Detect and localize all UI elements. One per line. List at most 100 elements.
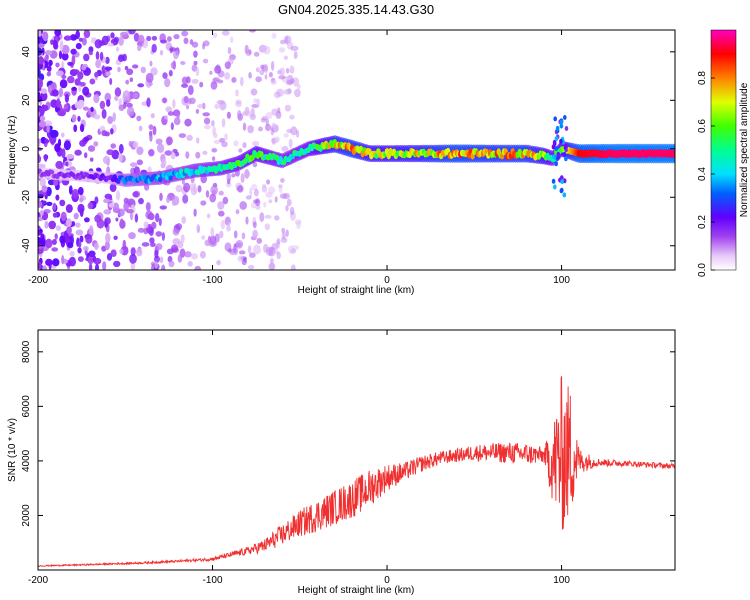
spectrogram-noise-blob: [251, 184, 258, 191]
spectrogram-noise-blob: [256, 237, 263, 244]
spectrogram-noise-blob: [110, 143, 116, 149]
spectrogram-noise-blob: [216, 260, 221, 266]
spectrogram-noise-blob: [265, 118, 269, 126]
snr-x-axis: -200 -100 0 100: [28, 330, 570, 586]
spectrogram-noise-blob: [193, 50, 198, 58]
spectrogram-noise-blob: [123, 201, 129, 212]
spectrogram-noise-blob: [281, 232, 286, 240]
spectrogram-noise-blob: [184, 251, 192, 258]
spectrogram-noise-blob: [250, 88, 258, 96]
colorbar-tick-label: 0.2: [697, 215, 708, 229]
spectrogram-noise-blob: [237, 110, 242, 119]
spectrogram-noise-blob: [75, 30, 80, 40]
spectrogram-noise-blob: [105, 71, 111, 77]
spectrogram-noise-blob: [281, 227, 286, 234]
spectrogram-noise-blob: [253, 51, 260, 57]
y-tick-label: -40: [21, 238, 32, 253]
x-tick-label: -100: [203, 275, 223, 286]
spectrogram-noise-blob: [44, 120, 53, 127]
spectrogram-noise-blob: [136, 248, 143, 257]
spectrogram-noise-blob: [247, 125, 254, 134]
spectrogram-noise-blob: [161, 158, 167, 167]
spectrogram-noise-blob: [104, 240, 110, 251]
spectrogram-spike-cell: [559, 123, 564, 129]
spectrogram-noise-blob: [269, 258, 274, 265]
y-tick-label: 4000: [21, 449, 32, 472]
spectrogram-noise-blob: [245, 216, 249, 225]
spectrogram-noise-blob: [93, 114, 101, 120]
spectrogram-noise-blob: [106, 253, 113, 261]
spectrogram-noise-blob: [126, 209, 134, 214]
spectrogram-noise-blob: [119, 248, 124, 254]
spectrogram-noise-blob: [297, 84, 301, 90]
spectrogram-noise-blob: [240, 173, 245, 184]
spectrogram-noise-blob: [171, 200, 177, 206]
spectrogram-noise-blob: [71, 188, 79, 199]
spectrogram-noise-blob: [54, 233, 58, 240]
spectrogram-ridge-cell: [38, 168, 42, 174]
spectrogram-noise-blob: [136, 146, 144, 155]
spectrogram-noise-blob: [161, 232, 165, 241]
colorbar-gradient: [711, 30, 736, 270]
spectrogram-noise-blob: [79, 99, 85, 108]
spectrogram-noise-blob: [268, 246, 276, 257]
spectrogram-noise-blob: [129, 253, 137, 264]
spectrogram-noise-blob: [266, 179, 271, 185]
spectrogram-noise-blob: [38, 120, 47, 128]
spectrogram-noise-blob: [112, 202, 120, 213]
spectrogram-noise-blob: [79, 235, 84, 243]
spectrogram-noise-blob: [227, 248, 232, 253]
spectrogram-noise-blob: [104, 217, 111, 225]
spectrogram-noise-blob: [187, 85, 194, 96]
spectrogram-noise-blob: [89, 78, 96, 85]
spectrogram-noise-blob: [217, 201, 225, 210]
spectrogram-noise-blob: [191, 41, 199, 48]
spectrogram-noise-blob: [222, 196, 229, 205]
spectrogram-noise-blob: [61, 132, 65, 138]
spectrogram-noise-blob: [47, 84, 52, 94]
spectrogram-noise-blob: [152, 125, 157, 136]
spectrogram-noise-blob: [260, 117, 267, 123]
spectrogram-noise-blob: [211, 148, 218, 153]
spectrogram-noise-blob: [202, 150, 208, 155]
spectrogram-noise-blob: [55, 62, 60, 68]
spectrogram-noise-blob: [108, 202, 115, 208]
spectrogram-noise-blob: [88, 250, 96, 258]
spectrogram-noise-blob: [83, 136, 90, 142]
x-tick-label: -200: [28, 575, 48, 586]
spectrogram-noise-blob: [155, 231, 163, 237]
spectrogram-noise-blob: [45, 238, 53, 249]
spectrogram-noise-blob: [38, 30, 42, 38]
spectrogram-noise-blob: [149, 60, 153, 67]
spectrogram-noise-blob: [82, 106, 89, 111]
spectrogram-noise-blob: [201, 235, 206, 240]
spectrogram-noise-blob: [159, 256, 164, 264]
spectrogram-noise-blob: [249, 113, 257, 121]
spectrogram-noise-blob: [137, 227, 145, 233]
spectrogram-noise-blob: [240, 76, 244, 87]
spectrogram-noise-blob: [155, 138, 163, 145]
spectrogram-noise-blob: [150, 67, 158, 76]
spectrogram-noise-blob: [200, 200, 207, 206]
spectrogram-noise-blob: [71, 114, 77, 123]
spectrogram-spike-cell: [554, 161, 558, 167]
spectrogram-noise-blob: [183, 95, 189, 104]
spectrogram-noise-blob: [276, 251, 281, 260]
spectrogram-noise-blob: [154, 261, 158, 269]
spectrogram-noise-blob: [85, 234, 93, 244]
spectrogram-noise-blob: [270, 127, 274, 136]
spectrogram-noise-blob: [65, 161, 69, 167]
spectrogram-noise-blob: [221, 141, 228, 148]
spectrogram-noise-blob: [101, 109, 107, 119]
spectrogram-noise-blob: [279, 67, 286, 77]
spectrogram-noise-blob: [88, 46, 94, 53]
spectrogram-noise-blob: [285, 229, 289, 237]
colorbar-label: Normalized spectral amplitude: [739, 82, 750, 217]
spectrogram-noise-blob: [93, 93, 100, 104]
spectrogram-noise-blob: [47, 179, 55, 186]
spectrogram-noise-blob: [87, 202, 94, 210]
spectrogram-noise-blob: [290, 264, 296, 270]
spectrogram-noise-blob: [258, 126, 263, 132]
spectrogram-noise-blob: [183, 37, 189, 45]
spectrogram-noise-blob: [67, 242, 74, 249]
